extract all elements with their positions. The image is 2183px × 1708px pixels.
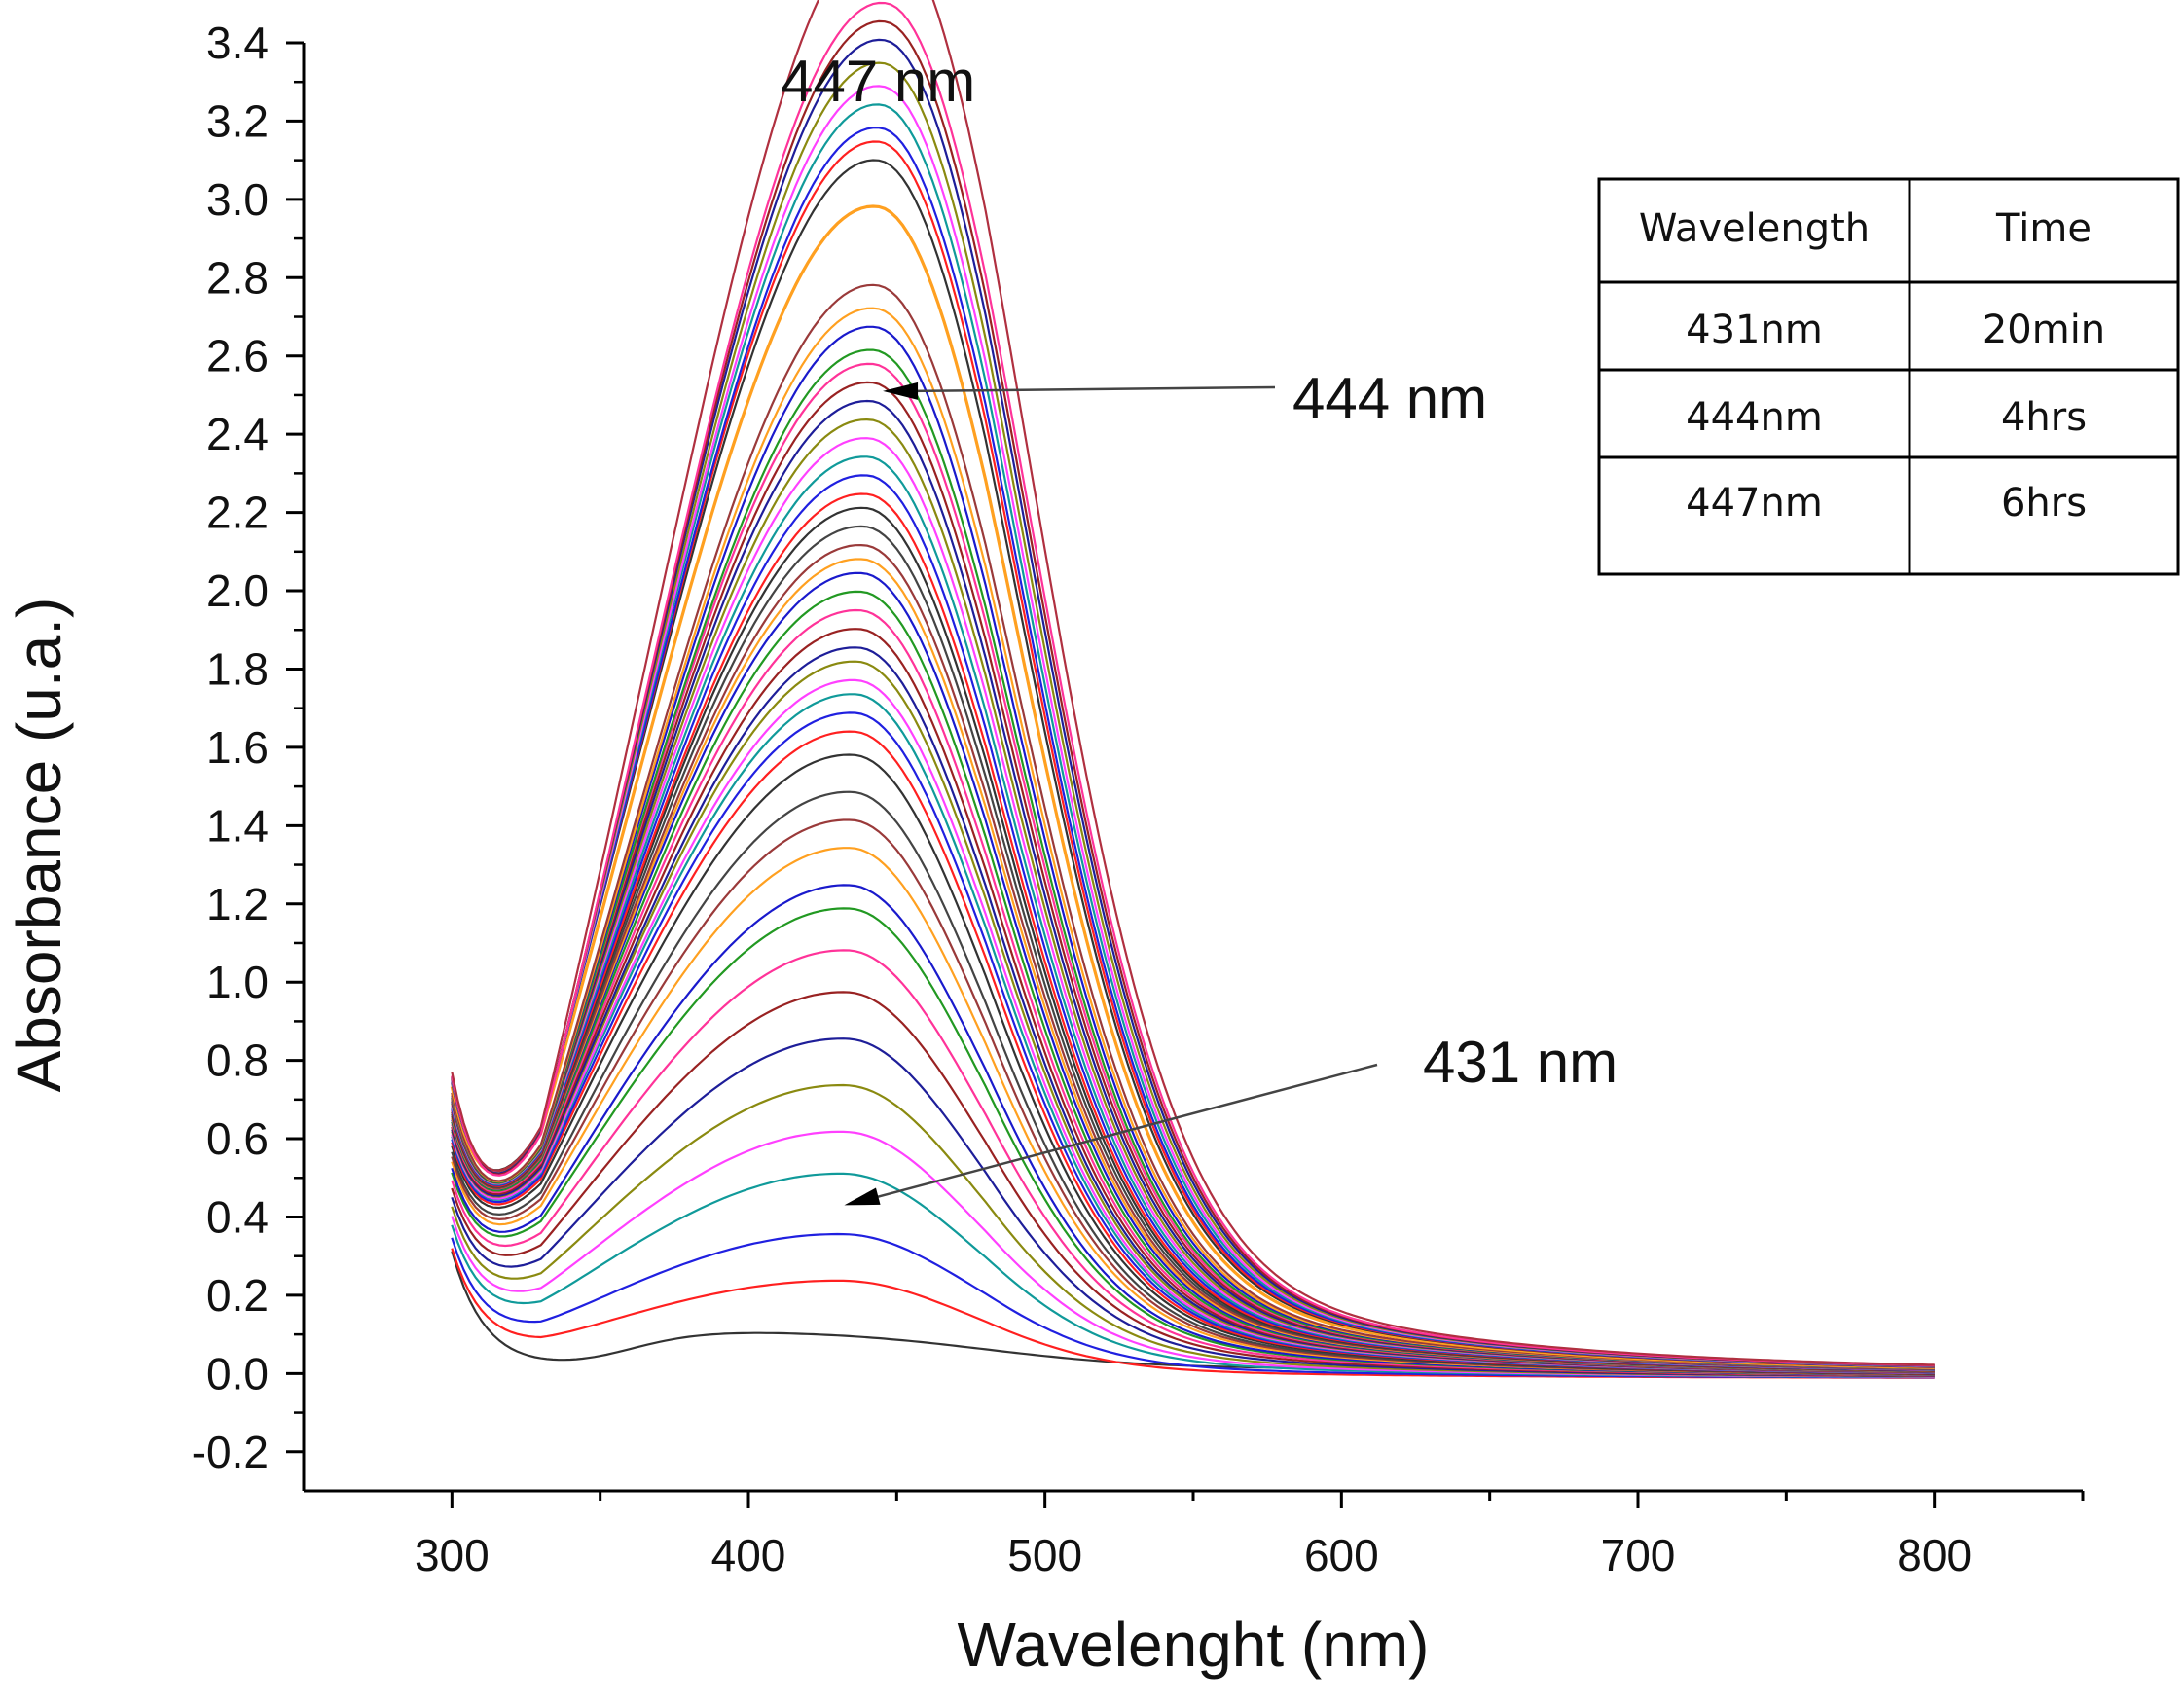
y-tick-label: 1.2 (206, 879, 269, 929)
table-cell: 6hrs (2001, 481, 2087, 526)
y-tick-label: 2.6 (206, 331, 269, 382)
x-ticks: 300 400 500 600 700 800 (415, 1491, 2085, 1581)
y-tick-label: 0.6 (206, 1113, 269, 1164)
y-tick-label: 0.2 (206, 1270, 269, 1321)
table-cell: 444nm (1686, 395, 1823, 440)
arrow-431-line (871, 1063, 1378, 1200)
table-border (1597, 177, 2180, 576)
annotation-431: 431 nm (1423, 1030, 1618, 1095)
y-tick-label: 2.0 (206, 565, 269, 616)
x-tick-label: 600 (1304, 1530, 1379, 1581)
spectrum-line (451, 506, 1935, 1372)
y-tick-label: 1.8 (206, 643, 269, 694)
y-tick-label: 1.0 (206, 957, 269, 1007)
arrow-444-head (883, 382, 919, 400)
x-tick-label: 800 (1897, 1530, 1972, 1581)
x-tick-label: 700 (1601, 1530, 1676, 1581)
y-tick-label: 2.8 (206, 252, 269, 303)
wavelength-time-table: Wavelength Time 431nm 20min 444nm 4hrs 4… (1597, 177, 2180, 576)
table-grid-lines (1599, 179, 2178, 574)
y-tick-label: 3.4 (206, 18, 269, 68)
y-tick-label: 0.4 (206, 1191, 269, 1242)
y-ticks: -0.2 0.0 0.2 0.4 0.6 0.8 1.0 1.2 1.4 1.6 1.8 2.0 2.2… (192, 18, 304, 1477)
table-cell: 447nm (1686, 481, 1823, 526)
x-tick-label: 300 (415, 1530, 490, 1581)
table-header-time: Time (1995, 206, 2092, 251)
y-tick-label: 0.8 (206, 1036, 269, 1086)
spectrum-line (451, 0, 1935, 1366)
table-cell: 20min (1983, 308, 2105, 352)
annotations: 447 nm 444 nm 431 nm (781, 49, 1618, 1206)
y-tick-label: -0.2 (192, 1427, 269, 1477)
y-tick-label: 2.2 (206, 488, 269, 538)
table-header-wavelength: Wavelength (1639, 206, 1870, 251)
y-tick-label: 1.6 (206, 722, 269, 773)
y-tick-label: 3.2 (206, 95, 269, 146)
y-tick-label: 1.4 (206, 800, 269, 851)
spectra-curves (450, 0, 1935, 1379)
y-tick-label: 3.0 (206, 174, 269, 225)
arrow-444-line (912, 385, 1276, 393)
y-tick-label: 0.0 (206, 1348, 269, 1399)
y-axis-title: Absorbance (u.a.) (4, 598, 74, 1093)
annotation-447: 447 nm (781, 49, 975, 114)
y-tick-label: 2.4 (206, 409, 269, 459)
table-cell: 431nm (1686, 308, 1823, 352)
arrow-431-head (844, 1187, 881, 1206)
x-axis-title: Wavelenght (nm) (958, 1610, 1430, 1680)
x-tick-label: 500 (1007, 1530, 1082, 1581)
annotation-444: 444 nm (1292, 366, 1487, 431)
table-cell: 4hrs (2001, 395, 2087, 440)
x-tick-label: 400 (711, 1530, 786, 1581)
